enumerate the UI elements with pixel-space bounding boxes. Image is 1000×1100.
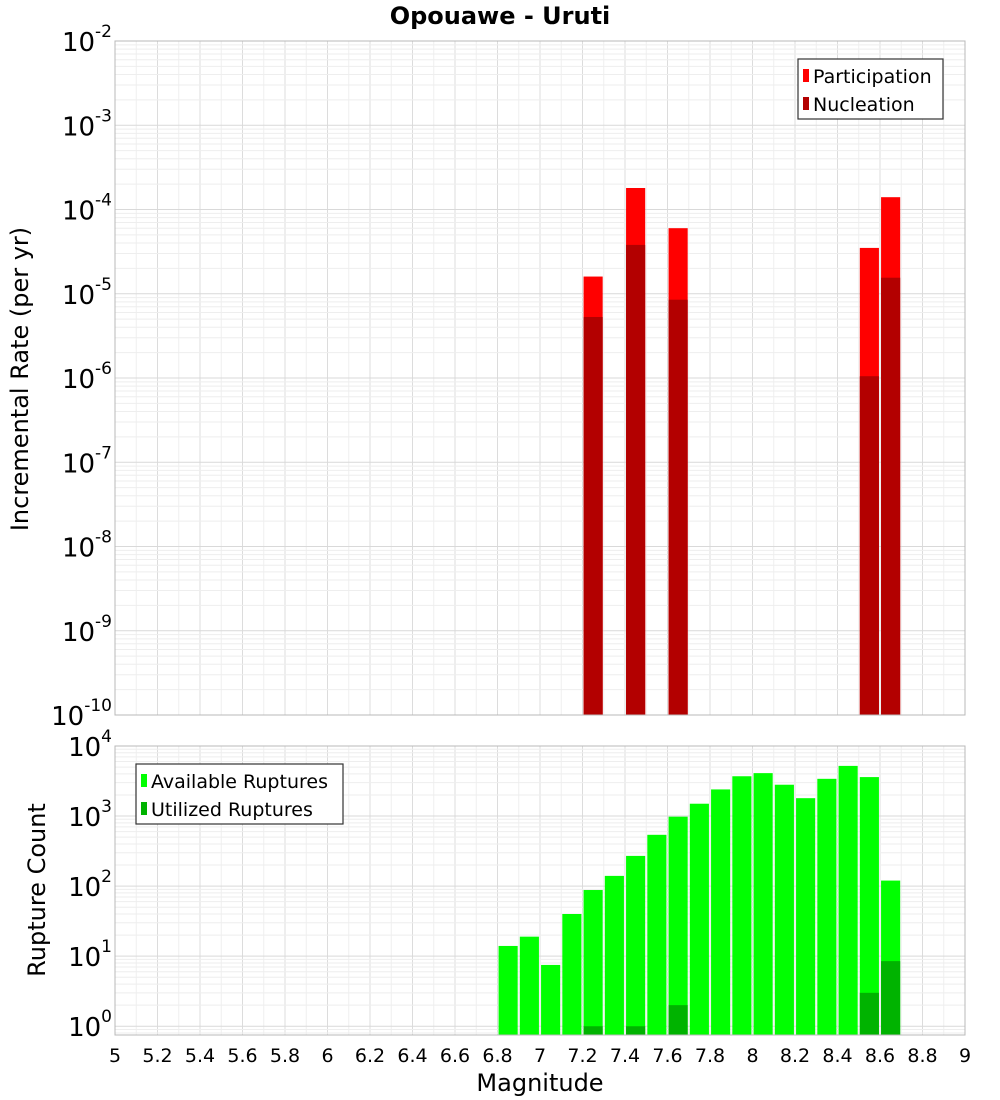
y-tick-exponent: -7: [95, 443, 112, 463]
bottom-y-axis-label: Rupture Count: [23, 803, 51, 977]
y-tick-exponent: 2: [101, 867, 112, 887]
x-tick-label: 8.2: [780, 1045, 810, 1067]
y-tick-label: 10: [62, 281, 95, 311]
y-tick-label: 10: [68, 943, 101, 973]
x-tick-label: 6: [321, 1045, 333, 1067]
y-tick-exponent: 0: [101, 1007, 112, 1027]
available-ruptures-bar: [774, 784, 794, 1035]
x-tick-label: 5.4: [185, 1045, 215, 1067]
y-tick-exponent: 3: [101, 797, 112, 817]
y-tick-exponent: -5: [95, 275, 112, 295]
utilized-ruptures-bar: [668, 1005, 688, 1035]
y-tick-label: 10: [62, 28, 95, 58]
available-ruptures-bar: [647, 834, 667, 1035]
x-tick-label: 7.6: [652, 1045, 682, 1067]
y-tick-exponent: -2: [95, 22, 112, 42]
y-tick-label: 10: [68, 873, 101, 903]
plot-frame: [114, 40, 966, 716]
y-tick-label: 10: [62, 449, 95, 479]
x-tick-label: 6.2: [355, 1045, 385, 1067]
y-tick-exponent: -10: [84, 696, 112, 716]
available-ruptures-bar: [732, 776, 752, 1035]
nucleation-bar: [626, 244, 646, 715]
available-ruptures-bar: [817, 778, 837, 1035]
legend-swatch: [803, 69, 809, 82]
x-tick-label: 8: [746, 1045, 758, 1067]
x-tick-label: 8.6: [865, 1045, 895, 1067]
y-tick-label: 10: [62, 534, 95, 564]
x-tick-label: 7: [534, 1045, 546, 1067]
y-tick-exponent: -9: [95, 612, 112, 632]
available-ruptures-bar: [541, 964, 561, 1035]
legend-box: [797, 58, 944, 120]
nucleation-bar: [859, 376, 879, 715]
y-tick-label: 10: [62, 197, 95, 227]
y-tick-exponent: -3: [95, 106, 112, 126]
utilized-ruptures-bar: [626, 1026, 646, 1035]
utilized-ruptures-bar: [859, 992, 879, 1035]
x-tick-label: 8.4: [822, 1045, 852, 1067]
plot-frame: [114, 745, 966, 1036]
chart-title: Opouawe - Uruti: [390, 2, 611, 30]
x-tick-label: 7.2: [567, 1045, 597, 1067]
available-ruptures-bar: [753, 773, 773, 1035]
utilized-ruptures-bar: [881, 961, 901, 1035]
x-axis-label: Magnitude: [476, 1069, 603, 1097]
y-tick-label: 10: [68, 803, 101, 833]
legend-box: [135, 763, 344, 825]
x-tick-label: 8.8: [907, 1045, 937, 1067]
available-ruptures-bar: [859, 777, 879, 1035]
available-ruptures-bar: [626, 855, 646, 1035]
legend-swatch: [803, 97, 809, 110]
x-tick-label: 7.8: [695, 1045, 725, 1067]
legend-label: Participation: [813, 66, 932, 88]
y-tick-label: 10: [68, 733, 101, 763]
legend-swatch: [141, 802, 147, 815]
legend-label: Nucleation: [813, 94, 915, 116]
y-tick-exponent: 4: [101, 727, 112, 747]
available-ruptures-bar: [711, 789, 731, 1035]
x-tick-label: 6.8: [482, 1045, 512, 1067]
y-tick-label: 10: [68, 1013, 101, 1043]
x-tick-label: 5: [109, 1045, 121, 1067]
legend-label: Available Ruptures: [151, 771, 328, 793]
y-tick-exponent: 1: [101, 937, 112, 957]
y-tick-label: 10: [62, 365, 95, 395]
y-tick-exponent: -4: [95, 191, 112, 211]
available-ruptures-bar: [604, 875, 624, 1035]
nucleation-bar: [583, 316, 603, 715]
x-tick-label: 5.6: [227, 1045, 257, 1067]
x-tick-label: 9: [959, 1045, 971, 1067]
y-tick-label: 10: [51, 702, 84, 732]
x-tick-label: 5.2: [142, 1045, 172, 1067]
top-y-axis-label: Incremental Rate (per yr): [6, 227, 34, 531]
y-tick-exponent: -8: [95, 528, 112, 548]
x-tick-label: 7.4: [610, 1045, 640, 1067]
legend-swatch: [141, 774, 147, 787]
utilized-ruptures-bar: [583, 1026, 603, 1035]
available-ruptures-bar: [668, 816, 688, 1035]
legend-label: Utilized Ruptures: [151, 799, 313, 821]
available-ruptures-bar: [562, 914, 582, 1035]
available-ruptures-bar: [519, 936, 539, 1035]
available-ruptures-bar: [838, 765, 858, 1035]
y-tick-label: 10: [62, 618, 95, 648]
x-tick-label: 6.6: [440, 1045, 470, 1067]
x-tick-label: 6.4: [397, 1045, 427, 1067]
available-ruptures-bar: [689, 803, 709, 1035]
y-tick-exponent: -6: [95, 359, 112, 379]
available-ruptures-bar: [498, 945, 518, 1035]
x-tick-label: 5.8: [270, 1045, 300, 1067]
available-ruptures-bar: [796, 798, 816, 1035]
nucleation-bar: [668, 299, 688, 715]
available-ruptures-bar: [583, 890, 603, 1035]
rupture-count-plot: 10 010 110 210 310 45 5.2 5.4 5.6 5.8 6 6.2 6.4 6.6 6.…: [68, 727, 971, 1067]
y-tick-label: 10: [62, 112, 95, 142]
nucleation-bar: [881, 277, 901, 715]
